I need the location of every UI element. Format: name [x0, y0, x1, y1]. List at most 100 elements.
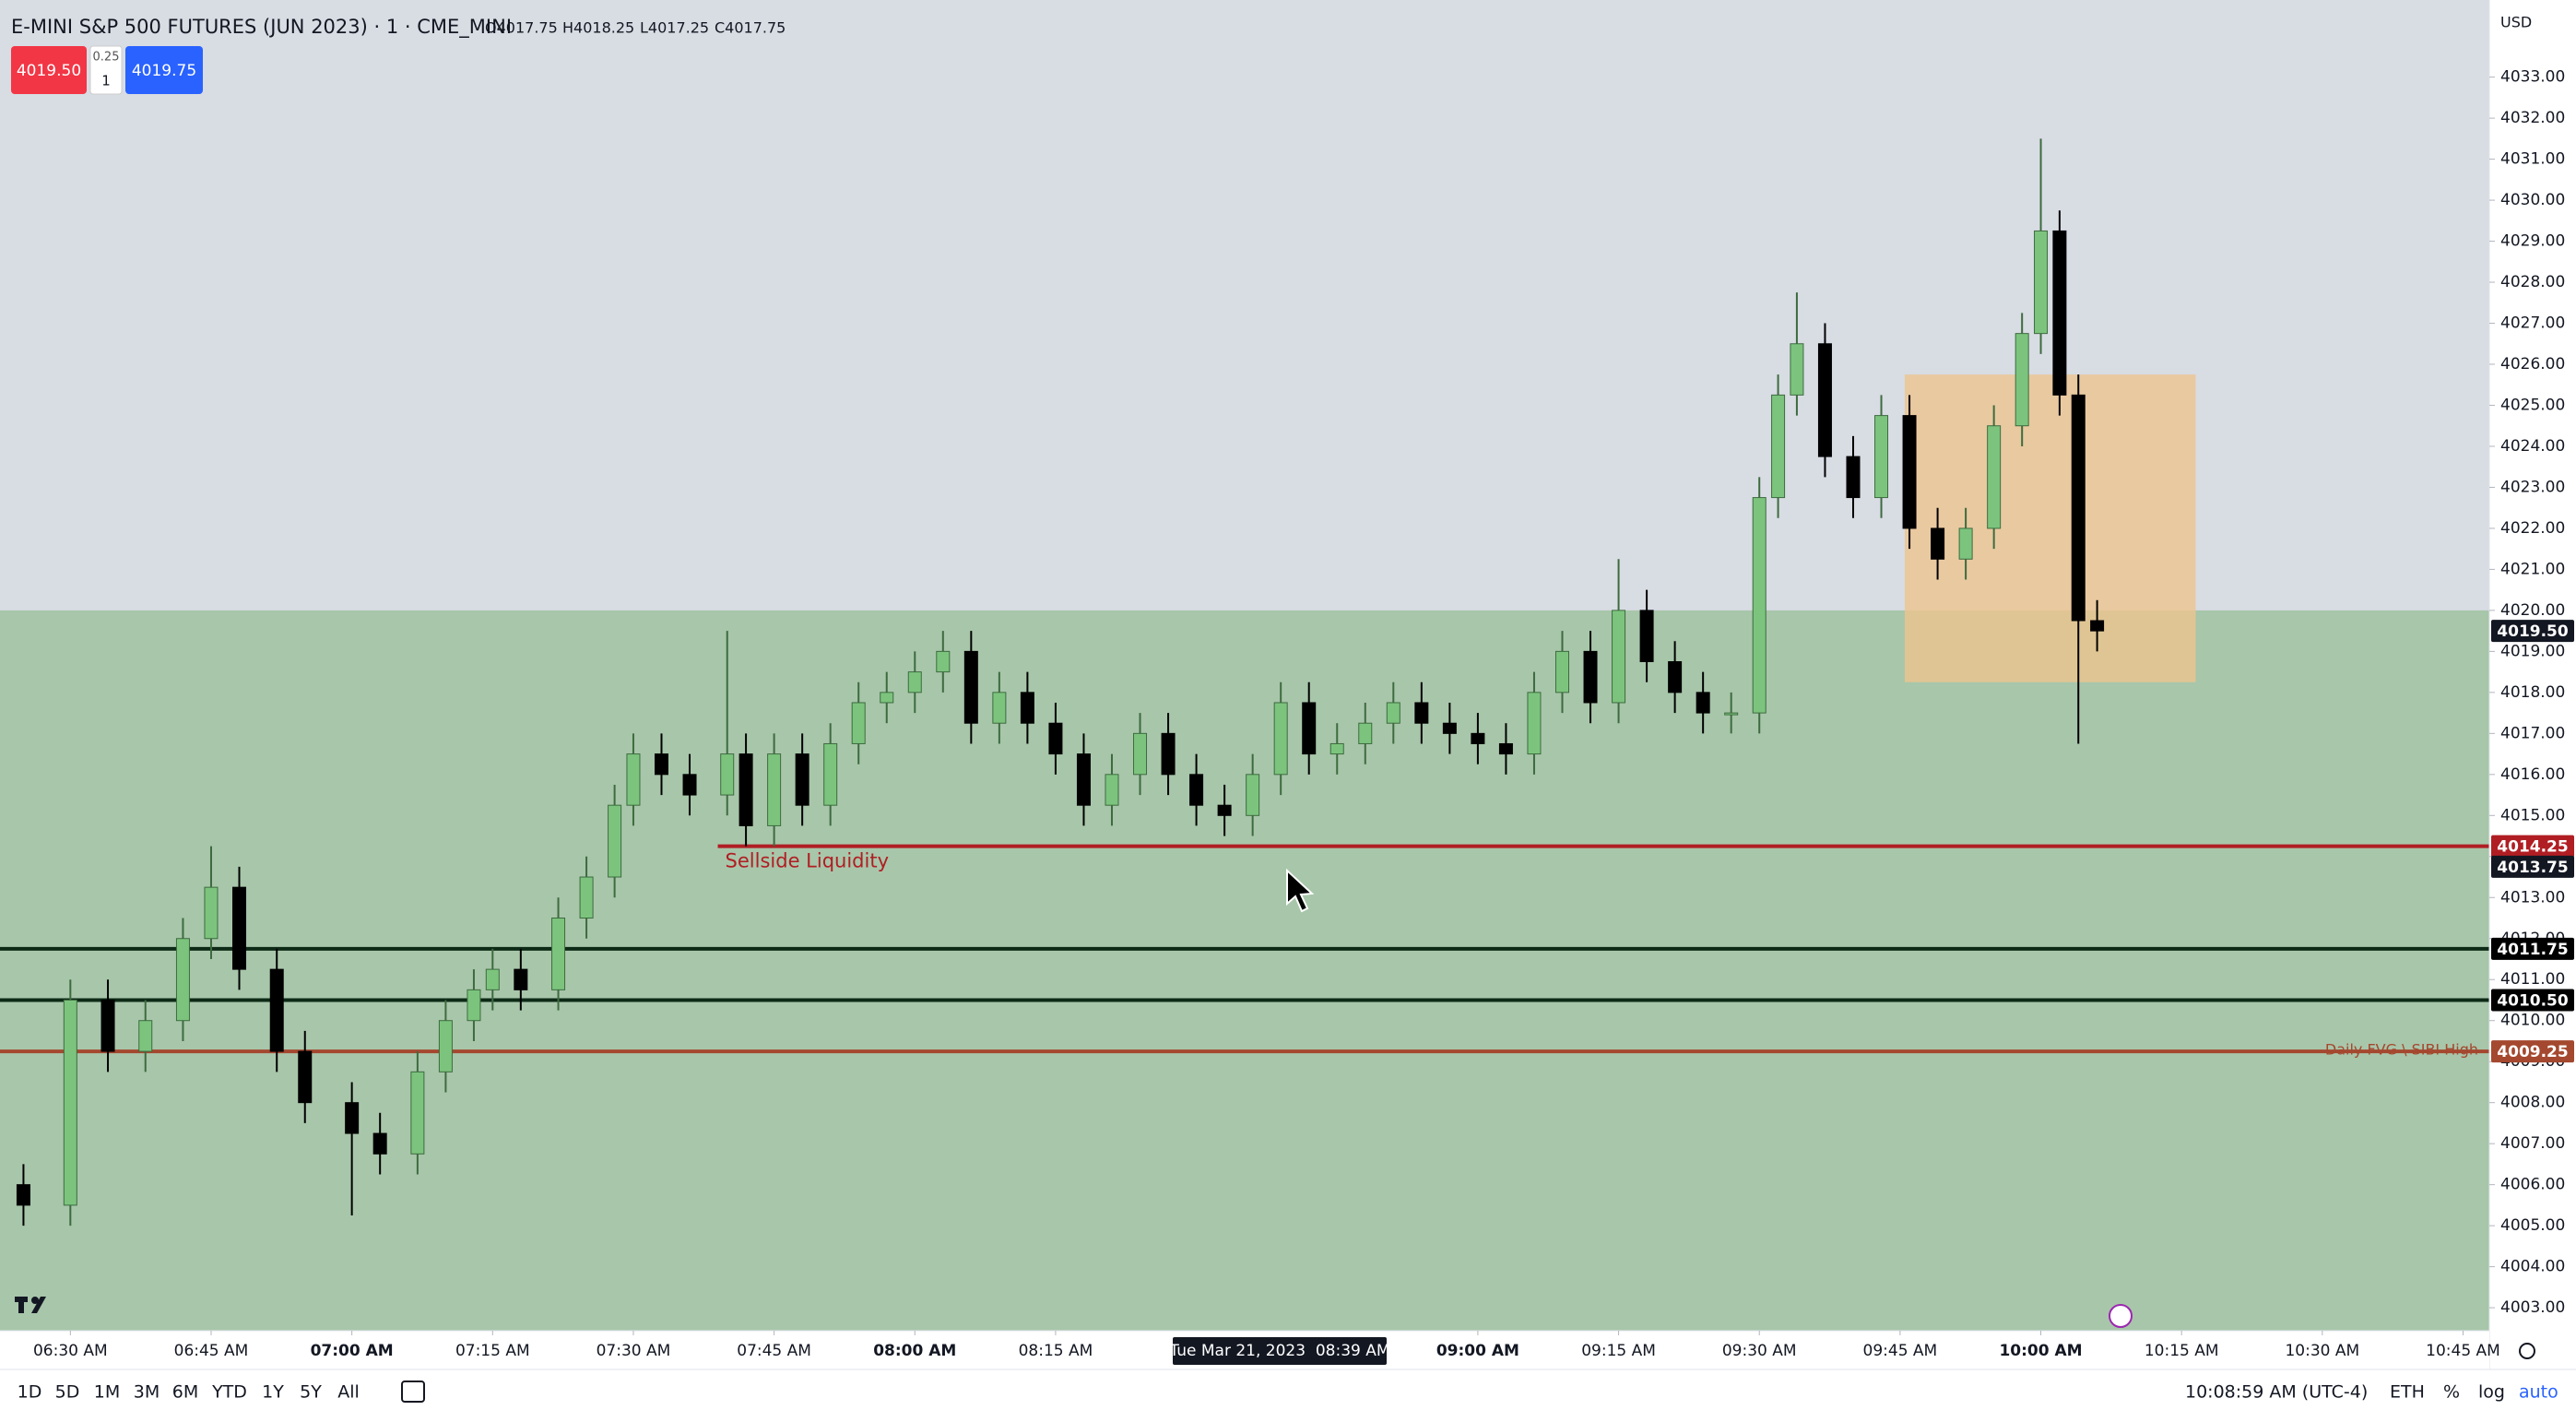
candle-body — [1414, 702, 1429, 724]
date-range-icon[interactable] — [401, 1381, 425, 1403]
candle-body — [823, 742, 838, 806]
level-annotation: Daily FVG \ SIBI High — [2325, 1041, 2478, 1059]
y-tick-label: 4019.00 — [2500, 642, 2565, 660]
candle-body — [936, 650, 951, 673]
clock: 10:08:59 AM (UTC-4) — [2185, 1382, 2368, 1403]
y-tick-label: 4004.00 — [2500, 1258, 2565, 1276]
candle-body — [1612, 610, 1626, 704]
candle-body — [1874, 415, 1889, 499]
buy-price[interactable]: 4019.75 — [132, 62, 196, 80]
range-buttons: 1D 5D 1M 3M 6M YTD 1Y 5Y All — [18, 1382, 360, 1403]
y-tick-label: 4015.00 — [2500, 806, 2565, 824]
price-axis-panel — [2489, 0, 2576, 1369]
ohlc-low: L4017.25 — [640, 19, 709, 37]
y-tick-label: 4018.00 — [2500, 683, 2565, 702]
plot-area: Sellside Liquidity Daily FVG \ SIBI High — [0, 138, 2489, 1331]
x-tick-label: 09:30 AM — [1722, 1342, 1797, 1360]
candle-body — [1048, 722, 1063, 755]
x-tick-label: 09:45 AM — [1863, 1342, 1938, 1360]
x-tick-label: 07:45 AM — [737, 1342, 811, 1360]
candle-body — [608, 804, 622, 878]
x-tick-label: 09:15 AM — [1581, 1342, 1656, 1360]
candle-body — [963, 650, 978, 724]
candle-body — [739, 753, 753, 826]
quantity-box[interactable] — [89, 45, 123, 95]
candle-body — [1020, 692, 1034, 724]
candle-body — [1583, 650, 1598, 704]
quantity[interactable]: 1 — [101, 73, 111, 89]
y-tick-label: 4025.00 — [2500, 396, 2565, 414]
x-tick-label: 10:45 AM — [2426, 1342, 2500, 1360]
x-tick-label: 08:15 AM — [1019, 1342, 1093, 1360]
candle-body — [579, 876, 594, 919]
x-tick-label: 06:30 AM — [33, 1342, 108, 1360]
y-tick-label: 4033.00 — [2500, 68, 2565, 87]
candle-body — [1752, 497, 1767, 714]
last-price-tag — [2491, 620, 2574, 643]
ohlc-close: C4017.75 — [715, 19, 786, 37]
candle-body — [2090, 620, 2105, 632]
y-tick-label: 4005.00 — [2500, 1216, 2565, 1235]
candle-body — [345, 1102, 360, 1134]
y-tick-label: 4007.00 — [2500, 1134, 2565, 1153]
candle-body — [1931, 527, 1945, 560]
candle-body — [1076, 753, 1091, 806]
range-button[interactable]: 5D — [55, 1382, 80, 1403]
range-button[interactable]: All — [337, 1382, 360, 1403]
candle-body — [467, 989, 481, 1022]
range-button[interactable]: 1Y — [262, 1382, 284, 1403]
alert-icon[interactable] — [2109, 1304, 2133, 1328]
range-button[interactable]: YTD — [211, 1382, 247, 1403]
candle-body — [1987, 425, 2002, 529]
y-tick-label: 4016.00 — [2500, 765, 2565, 784]
x-tick-label: 09:00 AM — [1436, 1342, 1519, 1360]
candle-body — [485, 968, 500, 990]
ohlc-high: H4018.25 — [562, 19, 634, 37]
level-tag — [2491, 989, 2574, 1012]
x-tick-label: 10:15 AM — [2145, 1342, 2219, 1360]
candle-body — [1302, 702, 1317, 755]
candle-body — [1189, 774, 1204, 806]
range-button[interactable]: 5Y — [300, 1382, 322, 1403]
candle-body — [204, 886, 219, 940]
candle-body — [992, 692, 1007, 724]
candle-body — [1696, 692, 1710, 714]
symbol-title: E-MINI S&P 500 FUTURES (JUN 2023) · 1 · … — [11, 16, 512, 39]
y-tick-label: 4032.00 — [2500, 109, 2565, 127]
candle-body — [1471, 732, 1485, 744]
axes: 4003.00 4004.00 4005.00 4006.00 4007.00 4008.… — [33, 68, 2574, 1365]
y-tick-label: 4011.00 — [2500, 970, 2565, 989]
candle-body — [1771, 394, 1786, 499]
candle-body — [514, 968, 528, 990]
auto-toggle[interactable]: auto — [2519, 1382, 2558, 1403]
tradingview-logo — [15, 1297, 46, 1313]
candle-body — [232, 886, 247, 970]
y-tick-label: 4008.00 — [2500, 1094, 2565, 1112]
range-button[interactable]: 1M — [94, 1382, 120, 1403]
candle-body — [63, 999, 77, 1206]
session-toggle[interactable]: ETH — [2390, 1382, 2425, 1403]
range-button[interactable]: 1D — [18, 1382, 42, 1403]
settings-icon[interactable] — [2519, 1343, 2535, 1359]
candle-body — [1958, 527, 1973, 560]
candle-body — [1358, 722, 1373, 744]
y-tick-label: 4024.00 — [2500, 437, 2565, 456]
range-button[interactable]: 6M — [172, 1382, 198, 1403]
candle-body — [1161, 732, 1176, 776]
candle-body — [1790, 343, 1804, 396]
log-toggle[interactable]: log — [2478, 1382, 2505, 1403]
percent-toggle[interactable]: % — [2443, 1382, 2460, 1403]
buy-button[interactable] — [125, 46, 203, 94]
candle-body — [1724, 712, 1739, 716]
candle-body — [2015, 333, 2029, 427]
sell-price[interactable]: 4019.50 — [17, 62, 81, 80]
sell-button[interactable] — [11, 46, 87, 94]
candle-body — [907, 671, 922, 693]
y-tick-label: 4021.00 — [2500, 560, 2565, 578]
candle-body — [1329, 742, 1344, 755]
currency-selector[interactable]: USD — [2500, 14, 2532, 31]
candle-body — [138, 1020, 153, 1052]
range-button[interactable]: 3M — [134, 1382, 160, 1403]
y-tick-label: 4029.00 — [2500, 232, 2565, 251]
y-tick-label: 4003.00 — [2500, 1298, 2565, 1317]
